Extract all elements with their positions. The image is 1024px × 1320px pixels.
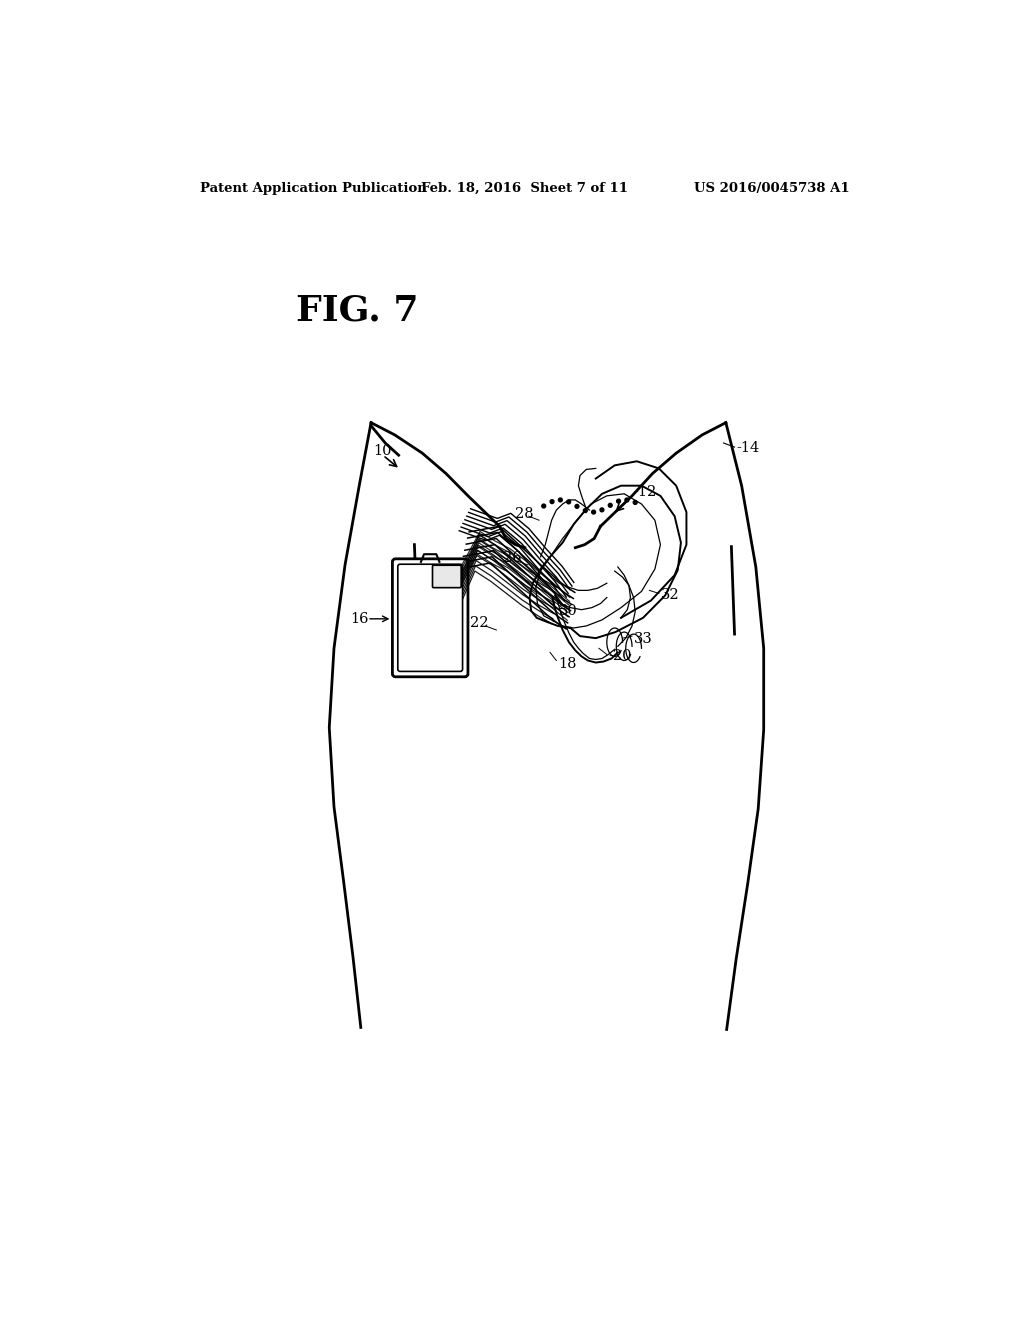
Text: 30: 30 (559, 603, 578, 618)
Text: 18: 18 (559, 656, 578, 671)
Text: -14: -14 (736, 441, 760, 455)
Circle shape (566, 500, 570, 504)
FancyBboxPatch shape (397, 564, 463, 672)
Text: 33: 33 (634, 632, 652, 647)
Circle shape (558, 498, 562, 502)
Text: 22: 22 (470, 616, 488, 630)
Text: US 2016/0045738 A1: US 2016/0045738 A1 (694, 182, 850, 194)
Text: 16: 16 (350, 612, 369, 626)
FancyBboxPatch shape (392, 558, 468, 677)
Text: 28: 28 (514, 507, 534, 521)
Text: -12: -12 (634, 484, 656, 499)
Circle shape (542, 504, 546, 508)
FancyBboxPatch shape (432, 565, 461, 587)
Text: Feb. 18, 2016  Sheet 7 of 11: Feb. 18, 2016 Sheet 7 of 11 (421, 182, 629, 194)
Circle shape (600, 508, 604, 512)
Circle shape (608, 503, 612, 507)
Text: 26: 26 (503, 550, 521, 565)
Circle shape (592, 510, 596, 513)
Circle shape (550, 500, 554, 503)
Text: 32: 32 (660, 589, 679, 602)
Circle shape (625, 498, 629, 502)
Text: 10: 10 (374, 444, 392, 458)
Text: -20: -20 (608, 649, 632, 664)
Circle shape (584, 508, 587, 512)
Circle shape (616, 499, 621, 503)
Text: Patent Application Publication: Patent Application Publication (200, 182, 427, 194)
Text: FIG. 7: FIG. 7 (296, 293, 419, 327)
Circle shape (633, 500, 637, 504)
Circle shape (575, 504, 579, 508)
